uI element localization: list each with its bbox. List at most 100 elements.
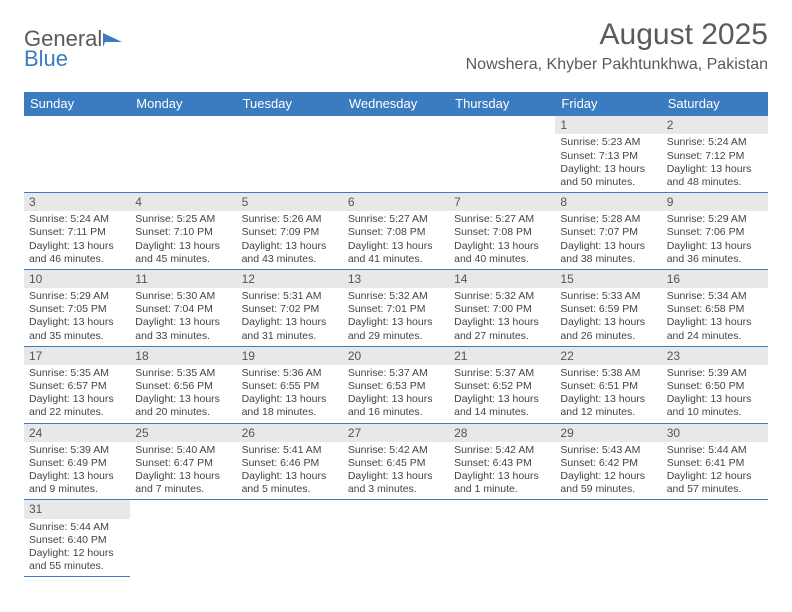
day-number: 21 bbox=[449, 347, 555, 365]
daylight-text: Daylight: 13 hours bbox=[135, 393, 231, 406]
sunset-text: Sunset: 7:11 PM bbox=[29, 226, 125, 239]
daylight-text: and 29 minutes. bbox=[348, 330, 444, 343]
calendar-cell: 4Sunrise: 5:25 AMSunset: 7:10 PMDaylight… bbox=[130, 192, 236, 269]
calendar-cell: 23Sunrise: 5:39 AMSunset: 6:50 PMDayligh… bbox=[662, 346, 768, 423]
logo-text-2: Blue bbox=[24, 46, 68, 71]
day-content: Sunrise: 5:33 AMSunset: 6:59 PMDaylight:… bbox=[555, 288, 661, 346]
daylight-text: and 10 minutes. bbox=[667, 406, 763, 419]
daylight-text: Daylight: 13 hours bbox=[29, 393, 125, 406]
sunrise-text: Sunrise: 5:27 AM bbox=[348, 213, 444, 226]
weekday-header: Monday bbox=[130, 92, 236, 116]
calendar-cell-empty bbox=[343, 116, 449, 193]
daylight-text: Daylight: 13 hours bbox=[454, 470, 550, 483]
sunset-text: Sunset: 6:59 PM bbox=[560, 303, 656, 316]
daylight-text: Daylight: 13 hours bbox=[454, 316, 550, 329]
calendar-week-row: 24Sunrise: 5:39 AMSunset: 6:49 PMDayligh… bbox=[24, 423, 768, 500]
sunrise-text: Sunrise: 5:29 AM bbox=[29, 290, 125, 303]
day-number: 7 bbox=[449, 193, 555, 211]
daylight-text: and 27 minutes. bbox=[454, 330, 550, 343]
day-content: Sunrise: 5:26 AMSunset: 7:09 PMDaylight:… bbox=[237, 211, 343, 269]
day-number: 1 bbox=[555, 116, 661, 134]
sunset-text: Sunset: 6:43 PM bbox=[454, 457, 550, 470]
calendar-cell-empty bbox=[555, 500, 661, 577]
calendar-cell: 26 Sunrise: 5:41 AMSunset: 6:46 PMDayligh… bbox=[237, 423, 343, 500]
daylight-text: Daylight: 13 hours bbox=[242, 316, 338, 329]
sunrise-text: Sunrise: 5:39 AM bbox=[29, 444, 125, 457]
sunrise-text: Sunrise: 5:25 AM bbox=[135, 213, 231, 226]
sunrise-text: Sunrise: 5:27 AM bbox=[454, 213, 550, 226]
calendar-cell: 5Sunrise: 5:26 AMSunset: 7:09 PMDaylight… bbox=[237, 192, 343, 269]
sunrise-text: Sunrise: 5:41 AM bbox=[242, 444, 338, 457]
day-content: Sunrise: 5:40 AMSunset: 6:47 PMDaylight:… bbox=[130, 442, 236, 500]
day-content: Sunrise: 5:31 AMSunset: 7:02 PMDaylight:… bbox=[237, 288, 343, 346]
daylight-text: Daylight: 13 hours bbox=[348, 393, 444, 406]
daylight-text: and 45 minutes. bbox=[135, 253, 231, 266]
day-content: Sunrise: 5:42 AMSunset: 6:43 PMDaylight:… bbox=[449, 442, 555, 500]
sunset-text: Sunset: 6:46 PM bbox=[242, 457, 338, 470]
sunrise-text: Sunrise: 5:39 AM bbox=[667, 367, 763, 380]
daylight-text: and 3 minutes. bbox=[348, 483, 444, 496]
daylight-text: and 55 minutes. bbox=[29, 560, 125, 573]
calendar-cell: 28Sunrise: 5:42 AMSunset: 6:43 PMDayligh… bbox=[449, 423, 555, 500]
daylight-text: Daylight: 13 hours bbox=[667, 393, 763, 406]
sunrise-text: Sunrise: 5:29 AM bbox=[667, 213, 763, 226]
daylight-text: and 26 minutes. bbox=[560, 330, 656, 343]
sunset-text: Sunset: 7:04 PM bbox=[135, 303, 231, 316]
sunrise-text: Sunrise: 5:37 AM bbox=[348, 367, 444, 380]
daylight-text: and 57 minutes. bbox=[667, 483, 763, 496]
daylight-text: and 41 minutes. bbox=[348, 253, 444, 266]
daylight-text: Daylight: 13 hours bbox=[454, 240, 550, 253]
sunrise-text: Sunrise: 5:40 AM bbox=[135, 444, 231, 457]
sunrise-text: Sunrise: 5:28 AM bbox=[560, 213, 656, 226]
day-number: 24 bbox=[24, 424, 130, 442]
calendar-table: SundayMondayTuesdayWednesdayThursdayFrid… bbox=[24, 92, 768, 577]
sunrise-text: Sunrise: 5:42 AM bbox=[348, 444, 444, 457]
day-number: 26 bbox=[237, 424, 343, 442]
day-number: 5 bbox=[237, 193, 343, 211]
calendar-cell: 18Sunrise: 5:35 AMSunset: 6:56 PMDayligh… bbox=[130, 346, 236, 423]
day-content: Sunrise: 5:32 AMSunset: 7:00 PMDaylight:… bbox=[449, 288, 555, 346]
weekday-header: Wednesday bbox=[343, 92, 449, 116]
day-number: 2 bbox=[662, 116, 768, 134]
sunset-text: Sunset: 7:00 PM bbox=[454, 303, 550, 316]
sunrise-text: Sunrise: 5:44 AM bbox=[29, 521, 125, 534]
daylight-text: and 14 minutes. bbox=[454, 406, 550, 419]
calendar-cell: 25Sunrise: 5:40 AMSunset: 6:47 PMDayligh… bbox=[130, 423, 236, 500]
daylight-text: and 7 minutes. bbox=[135, 483, 231, 496]
logo-flag-icon bbox=[102, 32, 124, 48]
daylight-text: Daylight: 13 hours bbox=[348, 316, 444, 329]
calendar-cell: 27Sunrise: 5:42 AMSunset: 6:45 PMDayligh… bbox=[343, 423, 449, 500]
day-number: 27 bbox=[343, 424, 449, 442]
sunset-text: Sunset: 6:53 PM bbox=[348, 380, 444, 393]
day-number: 17 bbox=[24, 347, 130, 365]
sunrise-text: Sunrise: 5:30 AM bbox=[135, 290, 231, 303]
day-content: Sunrise: 5:35 AMSunset: 6:56 PMDaylight:… bbox=[130, 365, 236, 423]
daylight-text: Daylight: 13 hours bbox=[242, 470, 338, 483]
sunset-text: Sunset: 7:08 PM bbox=[454, 226, 550, 239]
sunrise-text: Sunrise: 5:43 AM bbox=[560, 444, 656, 457]
calendar-cell: 11Sunrise: 5:30 AMSunset: 7:04 PMDayligh… bbox=[130, 269, 236, 346]
calendar-cell-empty bbox=[237, 116, 343, 193]
calendar-week-row: 10Sunrise: 5:29 AMSunset: 7:05 PMDayligh… bbox=[24, 269, 768, 346]
calendar-cell: 13Sunrise: 5:32 AMSunset: 7:01 PMDayligh… bbox=[343, 269, 449, 346]
calendar-cell: 7Sunrise: 5:27 AMSunset: 7:08 PMDaylight… bbox=[449, 192, 555, 269]
day-number: 19 bbox=[237, 347, 343, 365]
day-number: 4 bbox=[130, 193, 236, 211]
calendar-cell: 19Sunrise: 5:36 AMSunset: 6:55 PMDayligh… bbox=[237, 346, 343, 423]
day-content: Sunrise: 5:42 AMSunset: 6:45 PMDaylight:… bbox=[343, 442, 449, 500]
daylight-text: Daylight: 12 hours bbox=[667, 470, 763, 483]
day-number: 6 bbox=[343, 193, 449, 211]
sunset-text: Sunset: 7:08 PM bbox=[348, 226, 444, 239]
day-number: 14 bbox=[449, 270, 555, 288]
day-number: 22 bbox=[555, 347, 661, 365]
calendar-cell: 16Sunrise: 5:34 AMSunset: 6:58 PMDayligh… bbox=[662, 269, 768, 346]
daylight-text: Daylight: 13 hours bbox=[135, 470, 231, 483]
calendar-cell-empty bbox=[343, 500, 449, 577]
weekday-header: Thursday bbox=[449, 92, 555, 116]
day-content: Sunrise: 5:27 AMSunset: 7:08 PMDaylight:… bbox=[343, 211, 449, 269]
sunrise-text: Sunrise: 5:34 AM bbox=[667, 290, 763, 303]
day-content: Sunrise: 5:27 AMSunset: 7:08 PMDaylight:… bbox=[449, 211, 555, 269]
sunset-text: Sunset: 6:56 PM bbox=[135, 380, 231, 393]
day-number: 18 bbox=[130, 347, 236, 365]
day-content: Sunrise: 5:25 AMSunset: 7:10 PMDaylight:… bbox=[130, 211, 236, 269]
